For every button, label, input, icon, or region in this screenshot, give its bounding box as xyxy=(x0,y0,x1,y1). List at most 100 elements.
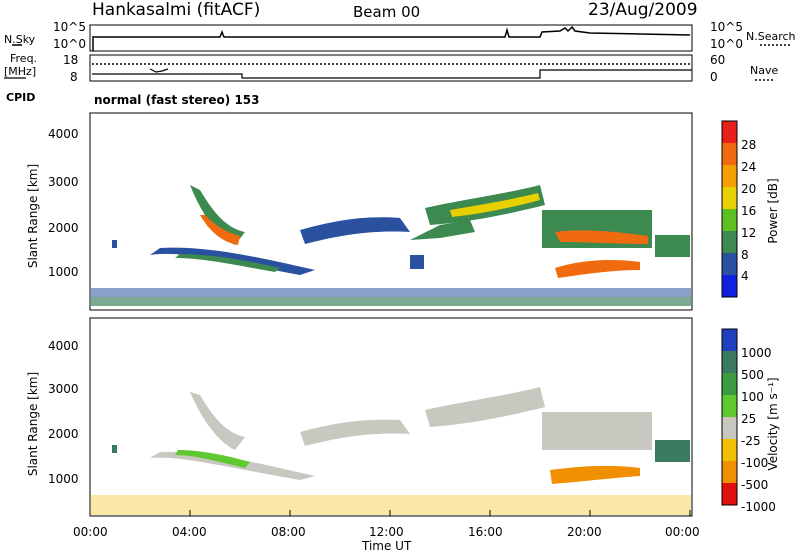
vel-cb-swatch-3 xyxy=(722,373,737,395)
freq-dip xyxy=(149,68,169,73)
cpid-value: normal (fast stereo) 153 xyxy=(94,93,260,107)
nave-tick-bottom: 0 xyxy=(710,70,718,84)
vel-cb-swatch-5 xyxy=(722,417,737,439)
vel-cb-swatch-8 xyxy=(722,483,737,505)
velocity-echo-late xyxy=(655,440,690,462)
power-ground-scatter-2 xyxy=(91,297,691,306)
power-echo-mid2 xyxy=(410,220,475,240)
velocity-echo-lower-green xyxy=(175,450,250,468)
freq-panel-frame xyxy=(89,54,693,82)
power-ytick-1000: 1000 xyxy=(48,265,79,279)
nsky-panel-frame xyxy=(89,24,693,52)
power-echo-late xyxy=(655,235,690,257)
power-echo-arc xyxy=(190,185,245,245)
velocity-echo-evening xyxy=(542,412,652,450)
vel-cb-swatch-7 xyxy=(722,461,737,483)
power-echo-mid xyxy=(300,217,410,244)
nave-label: Nave xyxy=(750,64,779,77)
station-title: Hankasalmi (fitACF) xyxy=(92,0,261,20)
nave-tick-top: 60 xyxy=(710,53,726,67)
velocity-ytick-2000: 2000 xyxy=(48,427,79,441)
power-echo-afternoon-core xyxy=(450,193,540,217)
velocity-heatmap xyxy=(91,387,691,515)
power-cb-8: 8 xyxy=(741,248,749,262)
power-colorbar xyxy=(721,120,738,298)
velocity-ytick-4000: 4000 xyxy=(48,339,79,353)
power-cb-swatch-8 xyxy=(722,275,737,297)
xtick-3: 12:00 xyxy=(369,525,404,539)
xtick-1: 04:00 xyxy=(172,525,207,539)
date-label: 23/Aug/2009 xyxy=(588,0,698,20)
vel-cb--100: -100 xyxy=(741,456,769,470)
power-cb-frame xyxy=(721,120,738,298)
nsky-label: N.Sky xyxy=(4,33,36,46)
power-heatmap xyxy=(91,185,691,306)
nsky-trace xyxy=(92,25,691,38)
xtick-2: 08:00 xyxy=(271,525,306,539)
power-cb-4: 4 xyxy=(741,269,749,283)
vel-cb--500: -500 xyxy=(741,478,769,492)
vel-cb-500: 500 xyxy=(741,368,764,382)
power-panel-frame xyxy=(89,112,693,311)
power-cb-swatch-2 xyxy=(722,143,737,165)
velocity-echo-lower xyxy=(150,451,315,480)
velocity-echo-afternoon xyxy=(425,387,545,427)
velocity-panel-frame xyxy=(89,317,693,517)
power-cb-swatch-6 xyxy=(722,231,737,253)
freq-trace xyxy=(92,69,692,79)
power-ytick-4000: 4000 xyxy=(48,127,79,141)
power-cb-swatch-7 xyxy=(722,253,737,275)
power-ytick-2000: 2000 xyxy=(48,221,79,235)
velocity-echo-arc xyxy=(190,392,245,450)
power-echo-evening-lower xyxy=(555,260,640,278)
velocity-ground-scatter xyxy=(91,495,691,515)
xtick-6: 00:00 xyxy=(665,525,700,539)
xtick-4: 16:00 xyxy=(468,525,503,539)
vel-cb-25: 25 xyxy=(741,412,757,426)
vel-cb-swatch-2 xyxy=(722,351,737,373)
velocity-colorbar xyxy=(721,328,738,506)
power-echo-small xyxy=(112,240,117,248)
vel-cb-1000: 1000 xyxy=(741,346,772,360)
vel-cb--1000: -1000 xyxy=(741,500,776,514)
power-cb-swatch-3 xyxy=(722,165,737,187)
vel-cb-swatch-6 xyxy=(722,439,737,461)
power-ground-scatter xyxy=(91,288,691,306)
x-tick-marks xyxy=(89,510,691,516)
xtick-5: 20:00 xyxy=(567,525,602,539)
power-cb-swatch-1 xyxy=(722,121,737,143)
nsky-tick-bottom: 10^0 xyxy=(53,37,86,51)
power-echo-lower-core xyxy=(175,254,280,272)
vel-cb-swatch-4 xyxy=(722,395,737,417)
velocity-ytick-1000: 1000 xyxy=(48,472,79,486)
freq-tick-bottom: 8 xyxy=(70,70,78,84)
power-cb-20: 20 xyxy=(741,182,757,196)
nsearch-label: N.Search xyxy=(746,30,796,43)
cpid-label: CPID xyxy=(6,91,36,104)
xlabel: Time UT xyxy=(362,539,412,553)
power-cb-swatch-5 xyxy=(722,209,737,231)
power-cb-12: 12 xyxy=(741,226,757,240)
freq-tick-top: 18 xyxy=(63,53,79,67)
beam-label: Beam 00 xyxy=(353,3,421,21)
nsky-tick-top: 10^5 xyxy=(53,20,86,34)
freq-label: Freq. xyxy=(10,52,38,65)
power-ytick-3000: 3000 xyxy=(48,175,79,189)
nsearch-tick-bottom: 10^0 xyxy=(710,37,743,51)
power-cb-swatch-4 xyxy=(722,187,737,209)
vel-cb-swatch-1 xyxy=(722,329,737,351)
power-echo-blob xyxy=(410,255,424,269)
vel-cb-frame xyxy=(721,328,738,506)
power-cb-16: 16 xyxy=(741,204,757,218)
velocity-echo-evening-lower xyxy=(550,465,640,484)
velocity-echo-mid xyxy=(300,419,410,446)
nsearch-tick-top: 10^5 xyxy=(710,20,743,34)
power-echo-evening-core xyxy=(555,230,648,244)
freq-unit: [MHz] xyxy=(4,65,37,78)
power-cb-28: 28 xyxy=(741,138,757,152)
power-echo-arc-core xyxy=(200,215,240,245)
vel-cb-100: 100 xyxy=(741,390,764,404)
velocity-ytick-3000: 3000 xyxy=(48,382,79,396)
vel-cb--25: -25 xyxy=(741,434,761,448)
